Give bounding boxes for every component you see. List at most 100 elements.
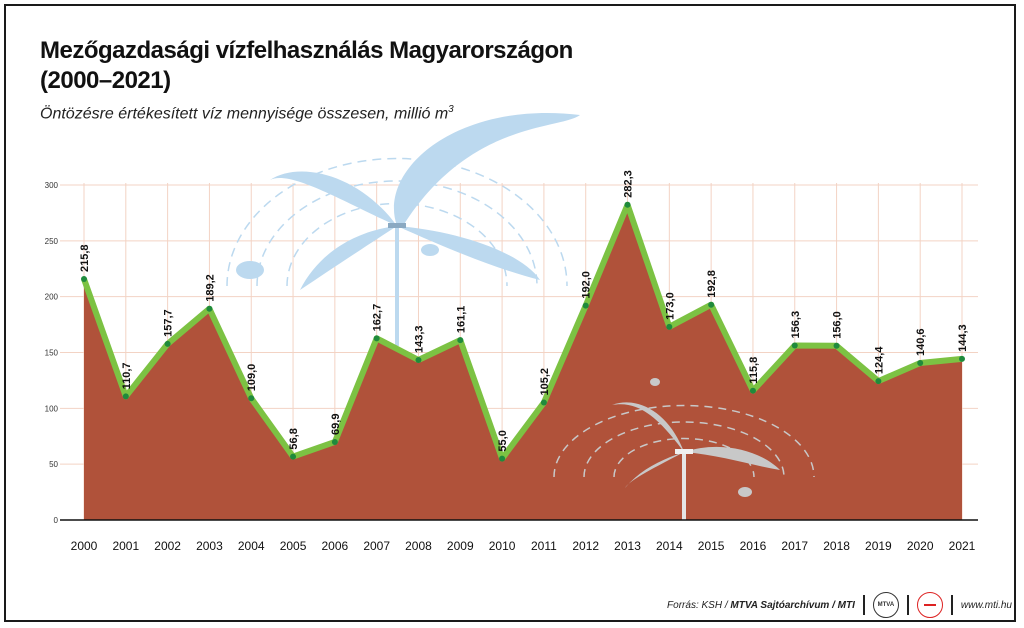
y-tick-label: 150: [45, 349, 59, 358]
chart-title-line1: Mezőgazdasági vízfelhasználás Magyarorsz…: [40, 37, 573, 64]
series-line: [81, 201, 963, 462]
x-tick-label: 2000: [71, 539, 98, 553]
gray-sprinkler-head: [675, 449, 693, 454]
x-tick-label: 2018: [823, 539, 850, 553]
sprinkler-pipe: [395, 226, 399, 346]
mti-logo-icon: [916, 592, 943, 618]
data-label: 109,0: [246, 364, 258, 392]
water-jet-shape: [270, 171, 397, 226]
data-point: [708, 301, 715, 308]
data-point: [415, 356, 422, 363]
data-label: 110,7: [121, 362, 133, 389]
data-point: [331, 438, 338, 445]
series-layer: [60, 201, 978, 521]
subtitle-superscript: 3: [448, 104, 454, 115]
data-label: 105,2: [539, 368, 551, 396]
x-tick-label: 2020: [907, 539, 934, 553]
data-label: 56,8: [288, 428, 300, 449]
data-label: 157,7: [163, 309, 175, 337]
data-label: 69,9: [330, 414, 342, 435]
data-point: [917, 359, 924, 366]
data-label: 192,8: [706, 270, 718, 298]
data-point: [206, 305, 213, 312]
y-tick-label: 300: [45, 181, 59, 190]
x-tick-label: 2006: [322, 539, 349, 553]
x-tick-label: 2002: [154, 539, 181, 553]
footer-divider: [862, 595, 865, 615]
water-jet-shape: [397, 226, 540, 280]
gray-jet-shape: [684, 446, 780, 470]
chart-title: Mezőgazdasági vízfelhasználás Magyarorsz…: [40, 36, 600, 96]
water-spray-arc: [256, 180, 538, 287]
data-point: [749, 387, 756, 394]
data-point: [457, 337, 464, 344]
x-tick-label: 2021: [949, 539, 976, 553]
x-tick-label: 2016: [740, 539, 767, 553]
data-label: 140,6: [915, 328, 927, 356]
data-label: 124,4: [873, 346, 885, 374]
data-label: 156,3: [790, 311, 802, 339]
source-text: Forrás: KSH / MTVA Sajtóarchívum / MTI: [667, 600, 855, 611]
x-tick-label: 2007: [363, 539, 390, 553]
labels-layer: 215,8 2000 110,7 2001 157,7 2002 189,2 2003 109,…: [71, 170, 976, 553]
data-point: [122, 393, 129, 400]
data-label: 143,3: [413, 325, 425, 353]
footer-divider: [950, 595, 953, 615]
y-tick-label: 250: [45, 237, 59, 246]
data-point: [582, 302, 589, 309]
x-tick-label: 2013: [614, 539, 641, 553]
data-label: 192,0: [581, 271, 593, 299]
data-label: 144,3: [957, 324, 969, 352]
water-drop: [236, 261, 264, 279]
water-jet-shape: [393, 112, 580, 226]
x-tick-label: 2017: [781, 539, 808, 553]
gray-sprinkler-pipe: [682, 452, 686, 520]
data-label: 115,8: [748, 357, 760, 384]
data-point: [959, 355, 965, 362]
x-tick-label: 2010: [489, 539, 516, 553]
footer: Forrás: KSH / MTVA Sajtóarchívum / MTI M…: [667, 592, 1012, 618]
x-tick-label: 2009: [447, 539, 474, 553]
data-label: 282,3: [623, 170, 635, 198]
subtitle-text: Öntözésre értékesített víz mennyisége ös…: [40, 105, 449, 123]
data-point: [373, 335, 380, 342]
data-label: 189,2: [204, 274, 216, 302]
x-tick-label: 2005: [280, 539, 307, 553]
sprinkler-illustration: [226, 112, 580, 346]
area-fill: [84, 204, 962, 520]
data-point: [290, 453, 297, 460]
y-tick-label: 50: [49, 460, 58, 469]
water-jet-shape: [300, 226, 397, 290]
source-prefix: Forrás: KSH /: [667, 599, 731, 611]
data-label: 156,0: [832, 311, 844, 339]
gray-jet-shape: [612, 402, 684, 452]
mtva-logo-text: MTVA: [877, 602, 895, 608]
data-point: [791, 342, 798, 349]
x-tick-label: 2019: [865, 539, 892, 553]
data-point: [499, 455, 506, 462]
data-point: [875, 378, 882, 385]
chart-title-line2: (2000–2021): [40, 67, 171, 94]
chart-subtitle: Öntözésre értékesített víz mennyisége ös…: [40, 104, 454, 123]
y-tick-label: 0: [54, 516, 59, 525]
x-tick-label: 2003: [196, 539, 223, 553]
y-tick-label: 200: [45, 293, 59, 302]
data-point: [81, 276, 87, 283]
x-tick-label: 2001: [112, 539, 139, 553]
gray-water-drop: [738, 487, 752, 497]
gray-water-drop: [650, 378, 660, 386]
data-point: [540, 399, 547, 406]
data-point: [164, 340, 171, 347]
data-point: [248, 395, 255, 402]
mtva-logo-icon: MTVA: [872, 592, 899, 618]
data-label: 173,0: [664, 292, 676, 320]
y-tick-label: 100: [45, 404, 59, 413]
data-point: [833, 342, 840, 349]
source-credit: MTVA Sajtóarchívum / MTI: [730, 599, 855, 611]
x-tick-label: 2012: [572, 539, 599, 553]
data-point: [666, 323, 673, 330]
gray-spray-arc: [553, 404, 815, 478]
data-point: [624, 201, 631, 208]
data-label: 161,1: [455, 306, 467, 334]
